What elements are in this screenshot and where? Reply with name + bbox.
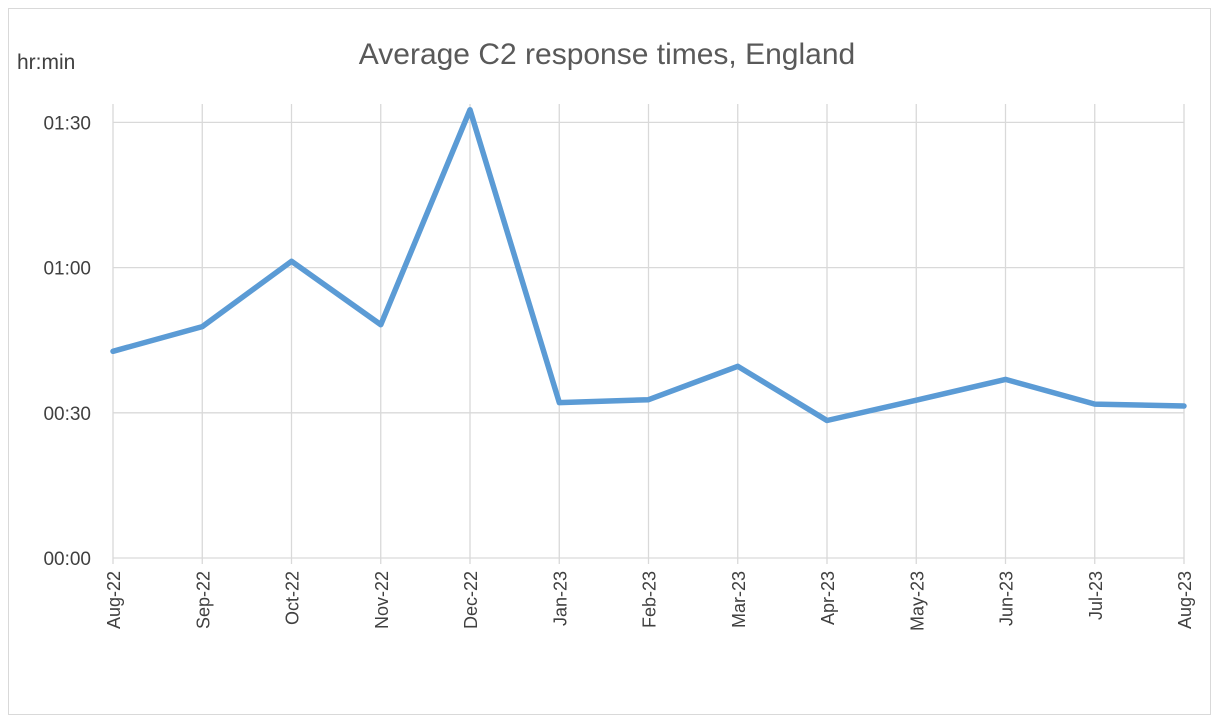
data-point [1181,403,1187,409]
x-tick-label: Aug-22 [104,571,124,629]
x-tick-label: Feb-23 [640,571,660,628]
data-point [735,364,740,369]
data-point [1003,377,1008,382]
x-tick-label: Oct-22 [283,571,303,625]
y-tick-label: 00:00 [43,549,91,570]
data-point [467,107,473,113]
x-axis-tick-labels: Aug-22 Sep-22 Oct-22 Nov-22 Dec-22 Jan-23 Feb-… [104,571,1195,631]
data-point [914,398,919,403]
chart-frame [8,8,1211,715]
y-tick-label: 01:00 [43,259,91,280]
data-point [378,322,383,327]
y-tick-label: 00:30 [43,404,91,425]
x-tick-label: Sep-22 [193,571,213,629]
y-tick-label: 01:30 [43,113,91,134]
x-tick-label: Jul-23 [1086,571,1106,620]
series-group [110,107,1187,424]
data-point [289,259,294,264]
data-point [824,418,830,423]
data-point [646,397,651,402]
data-point [557,400,562,405]
x-tick-label: Jan-23 [550,571,570,626]
data-point [110,349,116,354]
y-axis-unit-label: hr:min [17,51,75,74]
data-point [200,324,205,329]
data-point [1092,401,1097,407]
vertical-gridlines [112,104,1185,564]
y-axis-tick-labels: 00:00 00:30 01:00 01:30 [43,113,91,570]
x-tick-label: May-23 [907,571,927,631]
x-tick-label: Apr-23 [818,571,838,625]
horizontal-gridlines [113,121,1184,559]
x-tick-label: Jun-23 [997,571,1017,626]
x-tick-label: Nov-22 [372,571,392,629]
chart-title: Average C2 response times, England [359,38,855,71]
x-tick-label: Dec-22 [461,571,481,629]
x-tick-label: Mar-23 [729,571,749,628]
x-tick-label: Aug-23 [1175,571,1195,629]
